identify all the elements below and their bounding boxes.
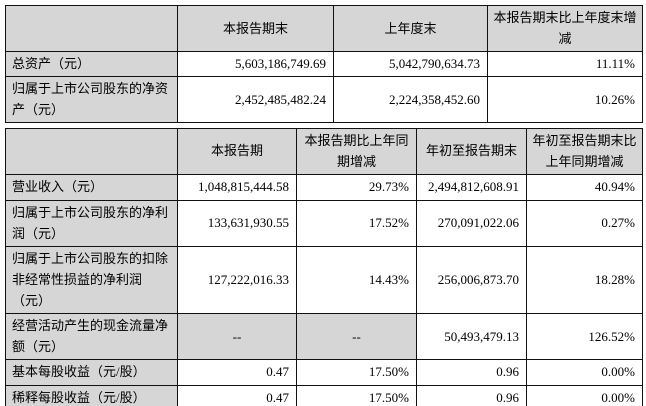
cell-value: 0.27% (526, 199, 643, 247)
cell-value: 14.43% (296, 245, 417, 314)
cell-value: 133,631,930.55 (177, 199, 297, 247)
cell-value: 270,091,022.06 (416, 199, 527, 247)
column-header-ytd-change: 年初至报告期末比上年同期增减 (526, 127, 643, 175)
table-row-total-assets: 总资产（元） 5,603,186,749.69 5,042,790,634.73… (5, 50, 643, 77)
cell-value: 50,493,479.13 (416, 312, 527, 360)
row-label: 归属于上市公司股东的净利润（元） (5, 199, 178, 247)
table-row-diluted-eps: 稀释每股收益（元/股） 0.47 17.50% 0.96 0.00% (5, 384, 643, 406)
cell-value: 126.52% (526, 312, 643, 360)
cell-value-placeholder: -- (296, 312, 417, 360)
table-row-net-assets: 归属于上市公司股东的净资产（元） 2,452,485,482.24 2,224,… (5, 75, 643, 123)
cell-value: 1,048,815,444.58 (177, 173, 297, 201)
column-header-current-period: 本报告期 (177, 127, 297, 175)
cell-value: 5,603,186,749.69 (177, 50, 334, 77)
column-header-current-period-end: 本报告期末 (177, 5, 334, 52)
cell-value: 40.94% (526, 173, 643, 201)
row-label: 归属于上市公司股东的扣除非经常性损益的净利润（元） (5, 245, 178, 314)
cell-value: 17.52% (296, 199, 417, 247)
cell-value: 0.00% (526, 358, 643, 386)
row-label: 营业收入（元） (5, 173, 178, 201)
cell-value: 0.00% (526, 384, 643, 406)
cell-value: 5,042,790,634.73 (333, 50, 488, 77)
cell-value: 2,224,358,452.60 (333, 75, 488, 123)
cell-value-placeholder: -- (177, 312, 297, 360)
cell-value: 17.50% (296, 358, 417, 386)
cell-value: 0.47 (177, 384, 297, 406)
row-label: 总资产（元） (5, 50, 178, 77)
table-row-net-profit: 归属于上市公司股东的净利润（元） 133,631,930.55 17.52% 2… (5, 199, 643, 247)
row-label: 基本每股收益（元/股） (5, 358, 178, 386)
cell-value: 10.26% (487, 75, 643, 123)
cell-value: 29.73% (296, 173, 417, 201)
cell-value: 11.11% (487, 50, 643, 77)
column-header-change-vs-same-period: 本报告期比上年同期增减 (296, 127, 417, 175)
cell-value: 0.47 (177, 358, 297, 386)
column-header-change-vs-prior-year-end: 本报告期末比上年度末增减 (487, 5, 643, 52)
balance-summary-table: 本报告期末 上年度末 本报告期末比上年度末增减 总资产（元） 5,603,186… (5, 5, 643, 123)
table-row-net-profit-excl-nonrecurring: 归属于上市公司股东的扣除非经常性损益的净利润（元） 127,222,016.33… (5, 245, 643, 314)
cell-value: 0.96 (416, 358, 527, 386)
cell-value: 2,452,485,482.24 (177, 75, 334, 123)
table-row-operating-cash-flow: 经营活动产生的现金流量净额（元） -- -- 50,493,479.13 126… (5, 312, 643, 360)
cell-value: 127,222,016.33 (177, 245, 297, 314)
column-header-year-to-date: 年初至报告期末 (416, 127, 527, 175)
cell-value: 2,494,812,608.91 (416, 173, 527, 201)
column-header-prior-year-end: 上年度末 (333, 5, 488, 52)
table-row: 本报告期末 上年度末 本报告期末比上年度末增减 (5, 5, 643, 52)
table-row: 本报告期 本报告期比上年同期增减 年初至报告期末 年初至报告期末比上年同期增减 (5, 127, 643, 175)
corner-cell (5, 127, 178, 175)
income-summary-table: 本报告期 本报告期比上年同期增减 年初至报告期末 年初至报告期末比上年同期增减 … (5, 127, 643, 406)
cell-value: 0.96 (416, 384, 527, 406)
cell-value: 18.28% (526, 245, 643, 314)
row-label: 稀释每股收益（元/股） (5, 384, 178, 406)
table-row-revenue: 营业收入（元） 1,048,815,444.58 29.73% 2,494,81… (5, 173, 643, 201)
corner-cell (5, 5, 178, 52)
table-row-basic-eps: 基本每股收益（元/股） 0.47 17.50% 0.96 0.00% (5, 358, 643, 386)
cell-value: 17.50% (296, 384, 417, 406)
cell-value: 256,006,873.70 (416, 245, 527, 314)
row-label: 归属于上市公司股东的净资产（元） (5, 75, 178, 123)
row-label: 经营活动产生的现金流量净额（元） (5, 312, 178, 360)
